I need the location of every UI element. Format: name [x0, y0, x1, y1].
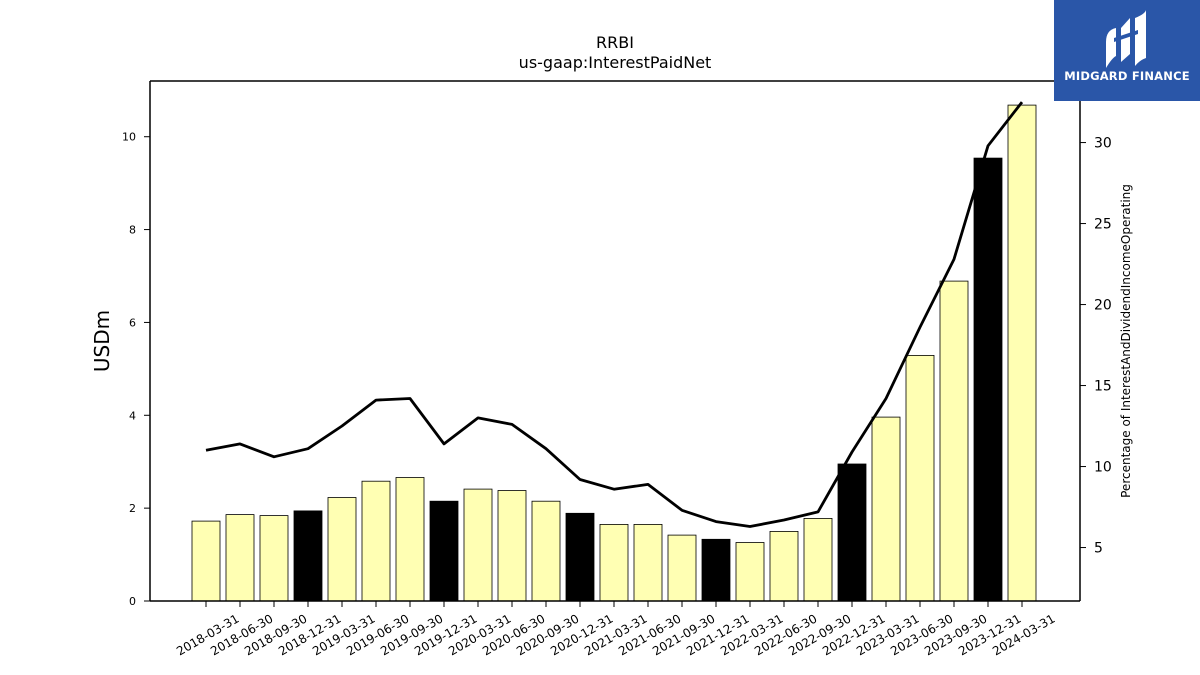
bar-2019-12-31: [429, 500, 459, 602]
y2-tick-label: 20: [1094, 298, 1112, 314]
chart-title: RRBI: [596, 33, 634, 52]
logo-mark-icon: [1106, 10, 1146, 68]
bar-2019-03-31: [327, 497, 357, 602]
chart-subtitle: us-gaap:InterestPaidNet: [519, 53, 712, 72]
bar-2018-12-31: [293, 510, 323, 602]
y-tick-label: 10: [122, 131, 136, 144]
bar-2021-09-30: [667, 534, 697, 602]
bar-2020-06-30: [497, 490, 527, 602]
bar-2023-03-31: [871, 416, 901, 602]
y2-tick-label: 25: [1094, 217, 1112, 233]
y2-tick-label: 30: [1094, 136, 1112, 152]
bar-2022-03-31: [735, 542, 765, 602]
brand-logo: MIDGARD FINANCE: [1054, 0, 1200, 101]
bar-2023-12-31: [973, 157, 1003, 602]
bar-2024-03-31: [1007, 104, 1037, 602]
bar-2018-09-30: [259, 515, 289, 602]
bar-2021-06-30: [633, 524, 663, 602]
bar-2019-09-30: [395, 477, 425, 602]
bar-2020-03-31: [463, 488, 493, 602]
bar-2023-06-30: [905, 354, 935, 602]
y-tick-label: 8: [129, 224, 136, 237]
bar-2020-09-30: [531, 500, 561, 602]
y2-axis-label: Percentage of InterestAndDividendIncomeO…: [1119, 184, 1133, 498]
bar-2018-03-31: [191, 520, 221, 602]
y-axis-label: USDm: [90, 310, 114, 372]
bar-2021-03-31: [599, 524, 629, 602]
bar-2023-09-30: [939, 280, 969, 602]
y2-tick-label: 15: [1094, 379, 1112, 395]
y-tick-label: 6: [129, 316, 136, 329]
bar-2022-12-31: [837, 463, 867, 602]
bar-series: [191, 104, 1037, 602]
bar-2020-12-31: [565, 512, 595, 602]
bar-2022-06-30: [769, 531, 799, 602]
bar-2018-06-30: [225, 514, 255, 602]
bar-2019-06-30: [361, 480, 391, 602]
bar-2021-12-31: [701, 538, 731, 602]
y-tick-label: 0: [129, 595, 136, 608]
bar-2022-09-30: [803, 518, 833, 602]
y2-tick-label: 5: [1094, 541, 1103, 557]
y-tick-label: 2: [129, 502, 136, 515]
y-tick-label: 4: [129, 409, 136, 422]
y2-tick-label: 10: [1094, 460, 1112, 476]
logo-text: MIDGARD FINANCE: [1064, 69, 1190, 83]
line-series: [205, 101, 1024, 528]
